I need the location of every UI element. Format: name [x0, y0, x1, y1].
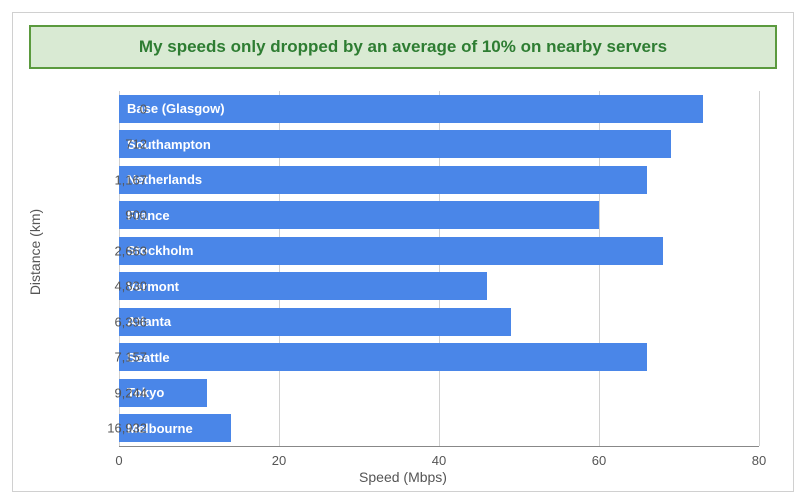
x-axis-title: Speed (Mbps)	[359, 469, 447, 485]
y-tick-label: 0	[91, 101, 147, 116]
y-tick-label: 1,167	[91, 172, 147, 187]
y-axis-title: Distance (km)	[27, 209, 43, 295]
bar: Stockholm	[119, 237, 663, 265]
bar-row: Base (Glasgow)	[119, 95, 703, 123]
bar: Vermont	[119, 272, 487, 300]
bar-row: Southampton	[119, 130, 671, 158]
y-tick-label: 900	[91, 208, 147, 223]
bar-row: Vermont	[119, 272, 487, 300]
y-tick-label: 6,396	[91, 314, 147, 329]
bar-row: Atlanta	[119, 308, 511, 336]
gridline	[759, 91, 760, 446]
bar: Base (Glasgow)	[119, 95, 703, 123]
y-tick-label: 2,663	[91, 243, 147, 258]
x-axis-line	[119, 446, 759, 447]
bar-row: France	[119, 201, 599, 229]
y-tick-label: 4,830	[91, 279, 147, 294]
x-tick-label: 60	[592, 453, 606, 468]
x-tick-label: 0	[115, 453, 122, 468]
bar-row: Stockholm	[119, 237, 663, 265]
y-tick-label: 712	[91, 137, 147, 152]
chart-title-banner: My speeds only dropped by an average of …	[29, 25, 777, 69]
y-tick-label: 9,244	[91, 385, 147, 400]
bar: Southampton	[119, 130, 671, 158]
bar: Seattle	[119, 343, 647, 371]
chart-container: My speeds only dropped by an average of …	[12, 12, 794, 492]
y-tick-label: 16,932	[91, 421, 147, 436]
bars-group: Base (Glasgow) Southampton Netherlands Fran…	[119, 91, 759, 446]
x-tick-label: 20	[272, 453, 286, 468]
x-tick-label: 80	[752, 453, 766, 468]
bar-row: Seattle	[119, 343, 647, 371]
bar: Atlanta	[119, 308, 511, 336]
chart-title: My speeds only dropped by an average of …	[139, 37, 667, 56]
x-tick-label: 40	[432, 453, 446, 468]
bar: France	[119, 201, 599, 229]
y-tick-label: 7,157	[91, 350, 147, 365]
bar: Netherlands	[119, 166, 647, 194]
plot-area: Base (Glasgow) Southampton Netherlands Fran…	[119, 91, 759, 446]
bar-row: Netherlands	[119, 166, 647, 194]
